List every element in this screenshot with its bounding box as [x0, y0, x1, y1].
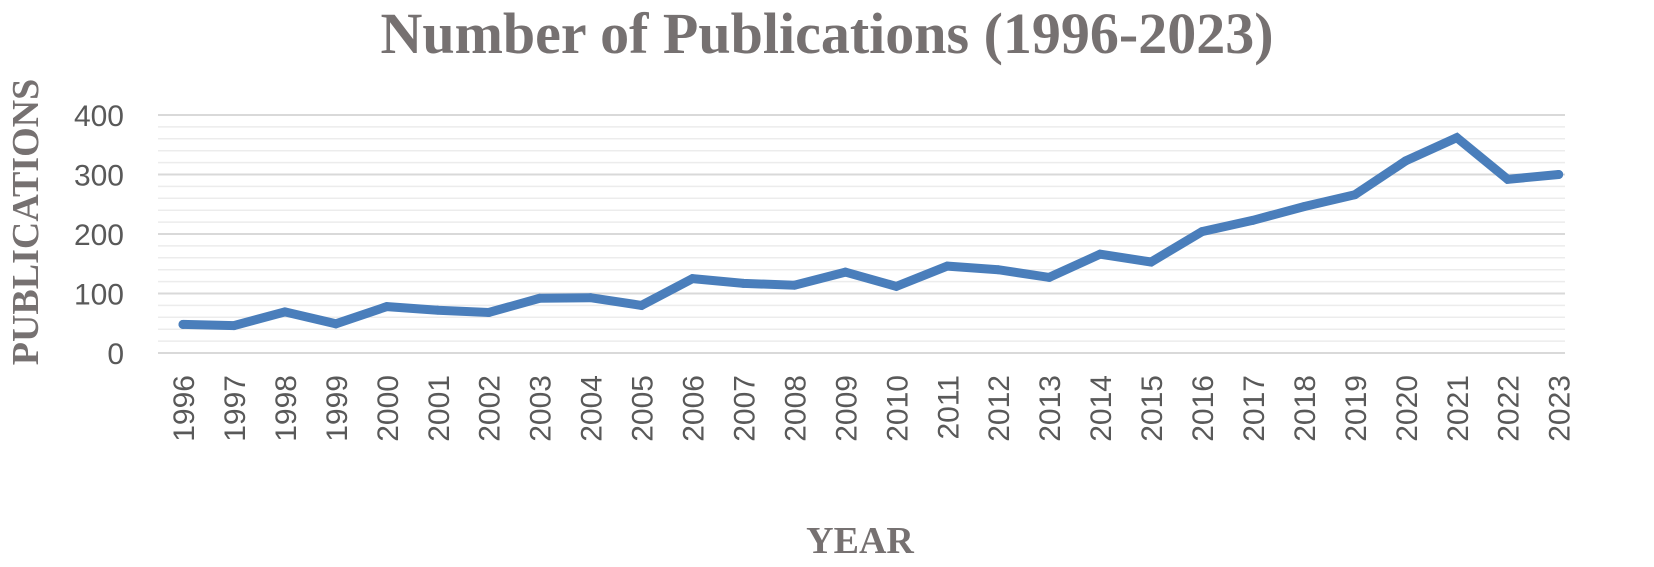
y-axis-ticks: 0 100 200 300 400 [74, 100, 124, 371]
data-point [331, 319, 341, 329]
data-point [738, 278, 748, 288]
x-tick-label: 2000 [372, 375, 405, 442]
chart-title: Number of Publications (1996-2023) [380, 1, 1273, 66]
x-tick-label: 2007 [728, 375, 761, 442]
x-tick-label: 2019 [1340, 375, 1373, 442]
data-point [229, 321, 239, 331]
y-tick-label: 100 [74, 279, 124, 312]
x-tick-label: 2001 [423, 375, 456, 442]
data-point [382, 302, 392, 312]
data-point [1452, 133, 1462, 143]
x-tick-label: 2023 [1544, 375, 1577, 442]
data-point [891, 281, 901, 291]
data-point [1044, 272, 1054, 282]
x-tick-label: 2009 [830, 375, 863, 442]
data-point [1350, 190, 1360, 200]
x-tick-label: 2006 [678, 375, 711, 442]
y-tick-label: 300 [74, 160, 124, 193]
data-point [942, 261, 952, 271]
data-point [280, 307, 290, 317]
data-point [484, 308, 494, 318]
data-point [840, 267, 850, 277]
x-axis-title: YEAR [806, 520, 914, 562]
data-point [1299, 202, 1309, 212]
x-tick-label: 2022 [1493, 375, 1526, 442]
data-point [586, 293, 596, 303]
data-point [1503, 174, 1513, 184]
data-point [1197, 227, 1207, 237]
data-point [993, 265, 1003, 275]
x-tick-label: 2013 [1034, 375, 1067, 442]
y-axis-title: PUBLICATIONS [5, 79, 47, 365]
x-tick-label: 2004 [576, 375, 609, 442]
data-point [178, 319, 188, 329]
x-tick-label: 2003 [525, 375, 558, 442]
x-tick-label: 2017 [1238, 375, 1271, 442]
data-point [1248, 215, 1258, 225]
series-group [178, 132, 1564, 331]
x-tick-label: 1999 [321, 375, 354, 442]
data-point [1095, 249, 1105, 259]
data-point [637, 300, 647, 310]
x-axis-ticks: 1996 1997 1998 1999 2000 2001 2002 2003 2004 2005… [168, 375, 1577, 442]
x-tick-label: 2011 [932, 375, 965, 440]
x-tick-label: 2005 [627, 375, 660, 442]
data-point [688, 274, 697, 284]
x-tick-label: 1996 [168, 375, 201, 442]
data-point [1401, 156, 1411, 166]
data-point [1146, 257, 1156, 267]
x-tick-label: 2015 [1136, 375, 1169, 442]
y-tick-label: 0 [107, 338, 124, 371]
x-tick-label: 2010 [881, 375, 914, 442]
data-point [535, 293, 545, 303]
series-line [178, 132, 1564, 331]
data-point [1554, 170, 1564, 179]
x-tick-label: 2021 [1442, 375, 1475, 442]
x-tick-label: 1998 [270, 375, 303, 442]
x-tick-label: 1997 [219, 375, 252, 442]
data-point [433, 305, 443, 315]
x-tick-label: 2012 [983, 375, 1016, 442]
x-tick-label: 2014 [1085, 375, 1118, 442]
x-tick-label: 2002 [474, 375, 507, 442]
x-tick-label: 2020 [1391, 375, 1424, 442]
data-point [789, 280, 799, 290]
x-tick-label: 2008 [779, 375, 812, 442]
y-tick-label: 200 [74, 219, 124, 252]
x-tick-label: 2016 [1187, 375, 1220, 442]
y-tick-label: 400 [74, 100, 124, 133]
x-tick-label: 2018 [1289, 375, 1322, 442]
